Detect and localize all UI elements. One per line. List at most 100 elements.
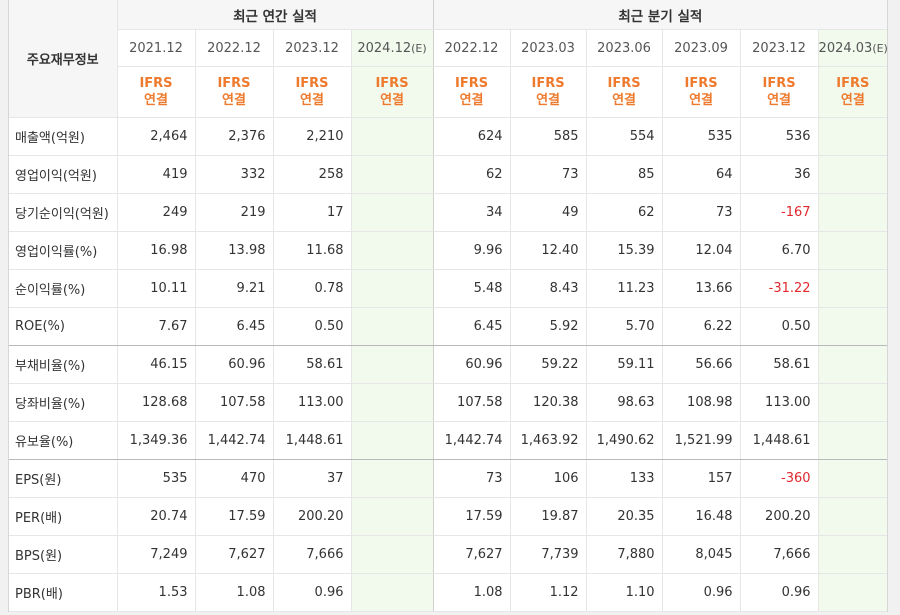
period-label: 2023.12 (285, 40, 339, 56)
consolidated-label: 연결 (144, 93, 168, 108)
ifrs-label: IFRS (762, 76, 796, 91)
consolidated-label: 연결 (459, 93, 484, 108)
table-cell: 13.98 (194, 231, 273, 270)
period-header: 2023.12 (739, 29, 819, 67)
table-cell: 107.58 (194, 383, 273, 422)
table-cell (350, 155, 434, 194)
table-row: 당좌비율(%) 128.68 107.58 113.00 107.58 120.38 98.… (9, 383, 888, 422)
table-cell: 6.70 (739, 231, 819, 270)
table-cell: 9.21 (194, 269, 273, 308)
table-cell: 200.20 (272, 497, 351, 536)
ifrs-label: IFRS (836, 76, 870, 91)
table-cell: 1.10 (585, 573, 663, 612)
table-cell: 36 (739, 155, 819, 194)
table-cell: 0.50 (739, 307, 819, 346)
table-cell: 258 (272, 155, 351, 194)
table-cell (817, 497, 888, 536)
estimate-tag: (E) (872, 41, 888, 55)
table-cell: 106 (509, 459, 587, 498)
row-label: PBR(배) (9, 573, 117, 612)
period-label: 2021.12 (129, 40, 183, 56)
table-cell: 20.74 (116, 497, 195, 536)
table-cell (350, 117, 434, 156)
table-row: 영업이익(억원) 419 332 258 62 73 85 64 36 (9, 155, 888, 194)
table-cell (350, 459, 434, 498)
table-cell: 11.68 (272, 231, 351, 270)
period-label: 2023.12 (752, 40, 806, 56)
period-header: 2023.09 (661, 29, 741, 67)
table-cell: 1,490.62 (585, 421, 663, 460)
table-cell: 73 (661, 193, 741, 232)
table-cell: 17.59 (194, 497, 273, 536)
table-row: 당기순이익(억원) 249 219 17 34 49 62 73 -167 (9, 193, 888, 232)
ifrs-label: IFRS (531, 76, 565, 91)
table-row: 부채비율(%) 46.15 60.96 58.61 60.96 59.22 59.11 56.… (9, 345, 888, 384)
table-cell: 2,210 (272, 117, 351, 156)
table-cell: 56.66 (661, 345, 741, 384)
ifrs-header: IFRS 연결 (272, 66, 351, 118)
table-cell: 46.15 (116, 345, 195, 384)
table-cell (817, 383, 888, 422)
ifrs-header: IFRS 연결 (116, 66, 195, 118)
ifrs-header: IFRS 연결 (661, 66, 741, 118)
table-row: PER(배) 20.74 17.59 200.20 17.59 19.87 20.35 16.… (9, 497, 888, 536)
table-cell: 470 (194, 459, 273, 498)
table-cell: 624 (432, 117, 511, 156)
table-cell: 7,627 (432, 535, 511, 574)
period-label: 2023.06 (597, 40, 651, 56)
table-cell: 15.39 (585, 231, 663, 270)
table-cell: 60.96 (432, 345, 511, 384)
table-cell: 1,448.61 (272, 421, 351, 460)
table-cell: 419 (116, 155, 195, 194)
table-cell (350, 193, 434, 232)
table-cell: 585 (509, 117, 587, 156)
table-cell: 249 (116, 193, 195, 232)
table-cell: 535 (661, 117, 741, 156)
period-header: 2023.06 (585, 29, 663, 67)
table-cell: 0.96 (661, 573, 741, 612)
table-cell (350, 383, 434, 422)
table-cell: 7,666 (272, 535, 351, 574)
row-label: 영업이익률(%) (9, 231, 117, 270)
financial-table-body: 매출액(억원) 2,464 2,376 2,210 624 585 554 535 536 영업이… (9, 117, 888, 612)
annual-results-header: 최근 연간 실적 (116, 0, 434, 30)
table-cell: 17 (272, 193, 351, 232)
table-cell (350, 345, 434, 384)
table-cell: 1.12 (509, 573, 587, 612)
table-cell: 16.48 (661, 497, 741, 536)
table-cell: 535 (116, 459, 195, 498)
table-cell (817, 155, 888, 194)
table-row: PBR(배) 1.53 1.08 0.96 1.08 1.12 1.10 0.96 0.96 (9, 573, 888, 612)
period-header: 2024.12(E) (350, 29, 434, 67)
table-cell: 2,376 (194, 117, 273, 156)
table-cell: 12.40 (509, 231, 587, 270)
table-cell: 8.43 (509, 269, 587, 308)
table-cell: 60.96 (194, 345, 273, 384)
period-header-row: 2021.12 2022.12 2023.12 2024.12(E) 2022.12 20… (9, 29, 888, 67)
table-cell: 59.11 (585, 345, 663, 384)
table-cell: 1,349.36 (116, 421, 195, 460)
period-header: 2024.03(E) (817, 29, 888, 67)
consolidated-label: 연결 (536, 93, 560, 108)
table-cell: -167 (739, 193, 819, 232)
table-cell: 62 (585, 193, 663, 232)
period-header: 2023.12 (272, 29, 351, 67)
table-row: 순이익률(%) 10.11 9.21 0.78 5.48 8.43 11.23 13.66 -3… (9, 269, 888, 308)
ifrs-label: IFRS (455, 76, 489, 91)
row-label: EPS(원) (9, 459, 117, 498)
ifrs-header: IFRS 연결 (350, 66, 434, 118)
table-cell (350, 421, 434, 460)
financial-summary-table: 주요재무정보 최근 연간 실적 최근 분기 실적 2021.12 2022.12 2… (9, 0, 888, 612)
row-label: BPS(원) (9, 535, 117, 574)
table-cell: 16.98 (116, 231, 195, 270)
table-cell: 2,464 (116, 117, 195, 156)
table-cell (817, 193, 888, 232)
table-cell (817, 345, 888, 384)
table-cell: 1.08 (432, 573, 511, 612)
table-cell: 12.04 (661, 231, 741, 270)
ifrs-label: IFRS (295, 76, 329, 91)
ifrs-header: IFRS 연결 (509, 66, 587, 118)
ifrs-label: IFRS (607, 76, 641, 91)
table-cell: 113.00 (272, 383, 351, 422)
table-cell (350, 497, 434, 536)
